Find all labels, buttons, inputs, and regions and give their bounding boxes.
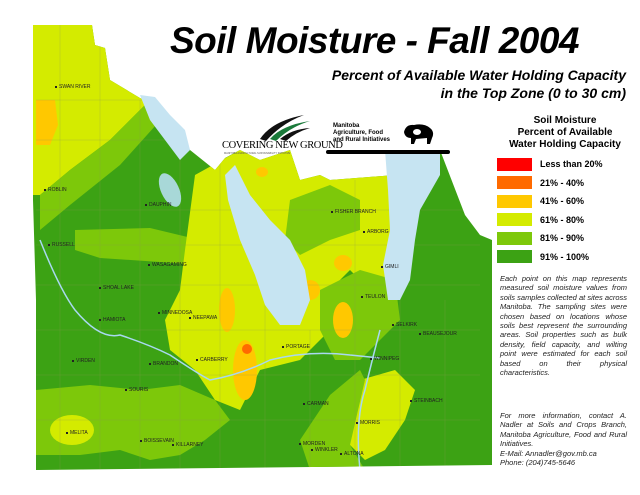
legend-item: 91% - 100%	[497, 250, 589, 264]
mafri-line-1: Manitoba	[333, 123, 360, 129]
town-label: WINKLER	[311, 447, 338, 453]
zone-41-60-neepawa	[219, 288, 235, 332]
town-label: MINNEDOSA	[158, 310, 192, 316]
legend-swatch	[497, 250, 532, 263]
legend-label: 21% - 40%	[540, 177, 585, 188]
assiniboine-river	[39, 239, 381, 381]
legend-swatch	[497, 157, 532, 171]
legend-label: 41% - 60%	[540, 196, 585, 206]
contact-phone: Phone: (204)745-5646	[500, 458, 576, 468]
zone-41-60-arborg	[334, 255, 352, 271]
town-label: MELITA	[66, 430, 88, 436]
legend-item: 21% - 40%	[497, 176, 584, 190]
town-label: CARMAN	[303, 401, 329, 407]
zone-41-60-north	[36, 100, 58, 145]
town-label: STEINBACH	[410, 398, 443, 404]
mafri-line-2: Agriculture, Food	[333, 130, 383, 136]
town-label: SELKIRK	[392, 322, 417, 328]
legend-swatch	[497, 194, 532, 208]
legend-item: 41% - 60%	[497, 194, 584, 208]
mafri-logo-text: Manitoba Agriculture, Food and Rural Ini…	[333, 123, 390, 144]
bison-icon	[404, 124, 434, 144]
legend-item: 81% - 90%	[497, 231, 584, 245]
zone-81-90-interlake	[285, 185, 360, 255]
legend-label: 81% - 90%	[540, 233, 585, 243]
mafri-logo-bar	[326, 150, 450, 154]
subtitle-line-2: in the Top Zone (0 to 30 cm)	[440, 85, 626, 101]
town-label: SWAN RIVER	[55, 84, 90, 90]
legend-title-line-1: Soil Moisture	[533, 115, 597, 126]
zone-61-80-red-river	[345, 370, 415, 460]
zone-81-90-south-central	[320, 270, 400, 360]
town-label: TEULON	[361, 294, 385, 300]
lake-dauphin	[158, 173, 182, 207]
subtitle-line-1: Percent of Available Water Holding Capac…	[331, 67, 626, 83]
town-label: PORTAGE	[282, 344, 310, 350]
mafri-line-3: and Rural Initiatives	[333, 137, 391, 143]
town-label: FISHER BRANCH	[331, 209, 376, 215]
town-label: BRANDON	[149, 361, 178, 367]
legend-label: 61% - 80%	[540, 214, 585, 225]
town-label: SHOAL LAKE	[99, 285, 134, 291]
legend-item: 61% - 80%	[497, 213, 584, 227]
contact-info: For more information, contact A. Nadler …	[500, 411, 627, 467]
legend-swatch	[497, 176, 532, 189]
zone-41-60-north-central	[256, 167, 268, 177]
lake-winnipeg	[383, 150, 440, 300]
town-label: GIMLI	[381, 264, 399, 270]
town-label: VIRDEN	[72, 358, 95, 364]
covering-new-ground-text: COVERING NEW GROUND	[222, 140, 343, 151]
town-label: WASAGAMING	[148, 262, 187, 268]
town-label: MORDEN	[299, 441, 325, 447]
legend-swatch	[497, 231, 532, 245]
town-label: MORRIS	[356, 420, 380, 426]
zone-41-60-interlake	[333, 302, 353, 338]
legend-title: Soil Moisture Percent of Available Water…	[500, 115, 630, 151]
map-description: Each point on this map represents measur…	[500, 274, 627, 378]
lake-winnipegosis	[140, 95, 190, 160]
town-label: WINNIPEG	[370, 356, 399, 362]
town-label: BEAUSEJOUR	[419, 331, 457, 337]
town-label: BOISSEVAIN	[140, 438, 174, 444]
town-label: SOURIS	[125, 387, 148, 393]
page-title: Soil Moisture - Fall 2004	[170, 20, 580, 61]
town-label: DAUPHIN	[145, 202, 172, 208]
contact-text: For more information, contact A. Nadler …	[500, 411, 627, 449]
town-label: HAMIOTA	[99, 317, 125, 323]
legend-label: Less than 20%	[540, 159, 603, 169]
zone-21-40-point	[242, 344, 252, 354]
contact-email[interactable]: E-Mail: Annadler@gov.mb.ca	[500, 448, 597, 458]
town-label: ALTONA	[340, 451, 364, 457]
legend-title-line-3: Water Holding Capacity	[509, 139, 621, 150]
lake-manitoba	[225, 165, 310, 325]
town-label: KILLARNEY	[172, 442, 204, 448]
covering-new-ground-tagline: MANITOBA AGRICULTURAL SUSTAINABILITY INI…	[224, 152, 291, 155]
town-label: ARBORG	[363, 229, 389, 235]
town-label: RUSSELL	[48, 242, 75, 248]
covering-new-ground-logo-icon	[260, 115, 310, 141]
legend-item: Less than 20%	[497, 157, 603, 171]
legend-swatch	[497, 213, 532, 226]
zone-81-90-west	[75, 228, 200, 265]
zone-81-90-north-band	[40, 100, 165, 230]
town-label: NEEPAWA	[189, 315, 217, 321]
red-river	[357, 329, 381, 470]
legend-label: 91% - 100%	[540, 251, 590, 262]
town-label: CARBERRY	[196, 357, 228, 363]
town-label: ROBLIN	[44, 187, 67, 193]
legend-title-line-2: Percent of Available	[517, 127, 613, 138]
